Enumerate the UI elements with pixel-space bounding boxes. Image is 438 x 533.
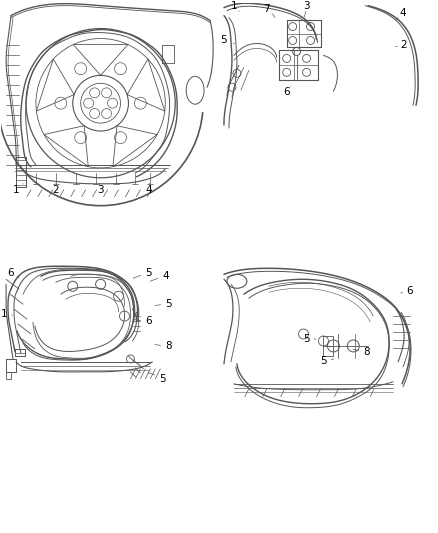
Text: 2: 2 bbox=[400, 41, 406, 51]
Text: 7: 7 bbox=[263, 4, 270, 14]
Text: 5: 5 bbox=[165, 299, 172, 309]
Text: 3: 3 bbox=[97, 185, 104, 195]
Text: 6: 6 bbox=[407, 286, 413, 296]
Text: 5: 5 bbox=[145, 268, 152, 278]
Text: 4: 4 bbox=[162, 271, 169, 281]
Text: 3: 3 bbox=[303, 1, 310, 11]
Text: 5: 5 bbox=[221, 36, 227, 45]
Text: 5: 5 bbox=[159, 374, 166, 384]
Text: 1: 1 bbox=[231, 1, 237, 11]
Text: 8: 8 bbox=[165, 341, 172, 351]
Text: 1: 1 bbox=[13, 185, 19, 195]
Text: 5: 5 bbox=[303, 334, 310, 344]
Text: 4: 4 bbox=[145, 185, 152, 195]
Text: 2: 2 bbox=[53, 185, 59, 195]
Text: 5: 5 bbox=[320, 356, 327, 366]
Text: 1: 1 bbox=[1, 309, 7, 319]
Text: 4: 4 bbox=[400, 7, 406, 18]
Text: 6: 6 bbox=[8, 268, 14, 278]
Text: 8: 8 bbox=[363, 347, 370, 357]
Text: 6: 6 bbox=[283, 87, 290, 97]
Text: 6: 6 bbox=[145, 316, 152, 326]
